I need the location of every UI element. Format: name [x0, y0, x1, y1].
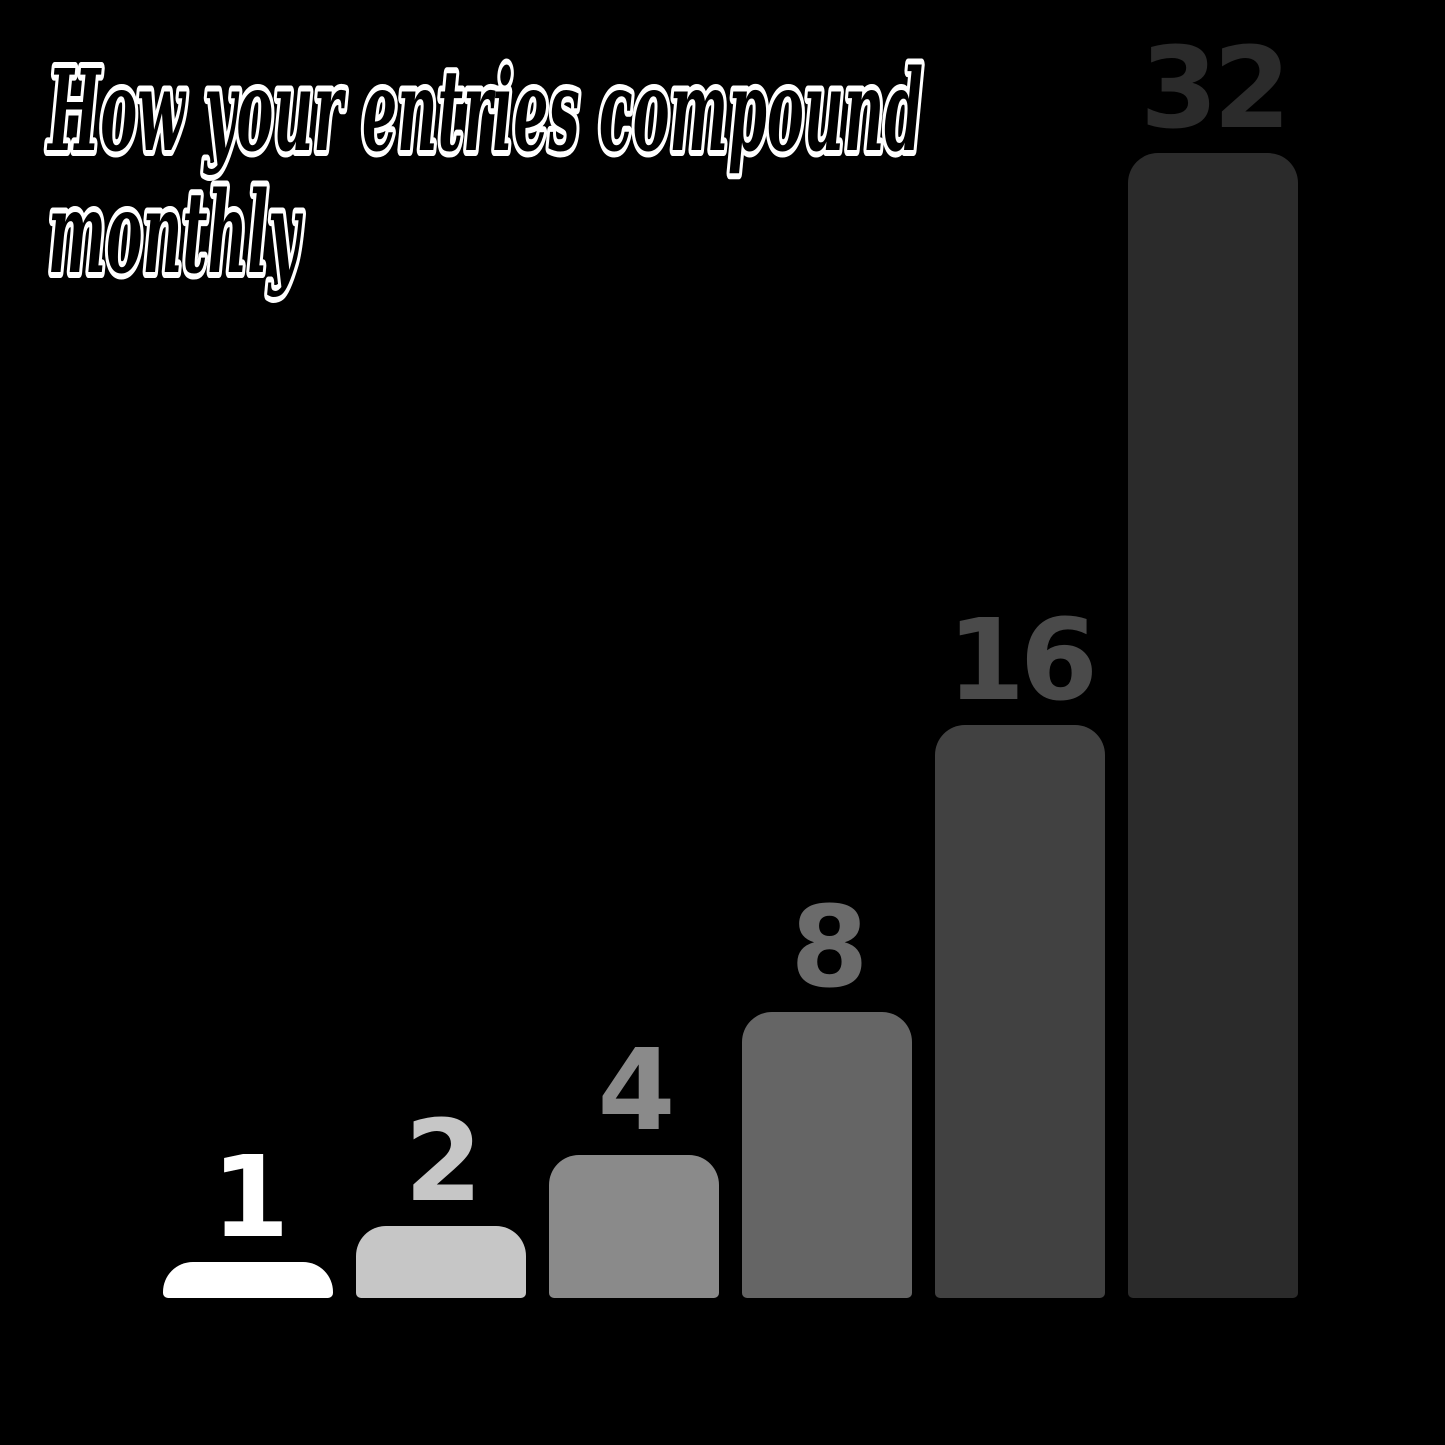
bar-value-label: 8	[790, 883, 869, 1013]
bar	[742, 1012, 912, 1298]
bar-column: 2	[356, 1106, 526, 1298]
bar	[1128, 153, 1298, 1298]
bar	[549, 1155, 719, 1298]
bar-column: 1	[163, 1142, 333, 1298]
bar-column: 4	[549, 1035, 719, 1298]
bar-value-label: 1	[211, 1133, 290, 1263]
bar-column: 16	[935, 605, 1105, 1298]
bar-value-label: 32	[1140, 24, 1291, 154]
bar-column: 32	[1128, 33, 1298, 1298]
bar-value-label: 4	[597, 1026, 676, 1156]
bar-column: 8	[742, 892, 912, 1298]
bar	[356, 1226, 526, 1298]
bar	[935, 725, 1105, 1298]
bar-value-label: 2	[404, 1097, 483, 1227]
bar-value-label: 16	[947, 596, 1098, 726]
bar	[163, 1262, 333, 1298]
